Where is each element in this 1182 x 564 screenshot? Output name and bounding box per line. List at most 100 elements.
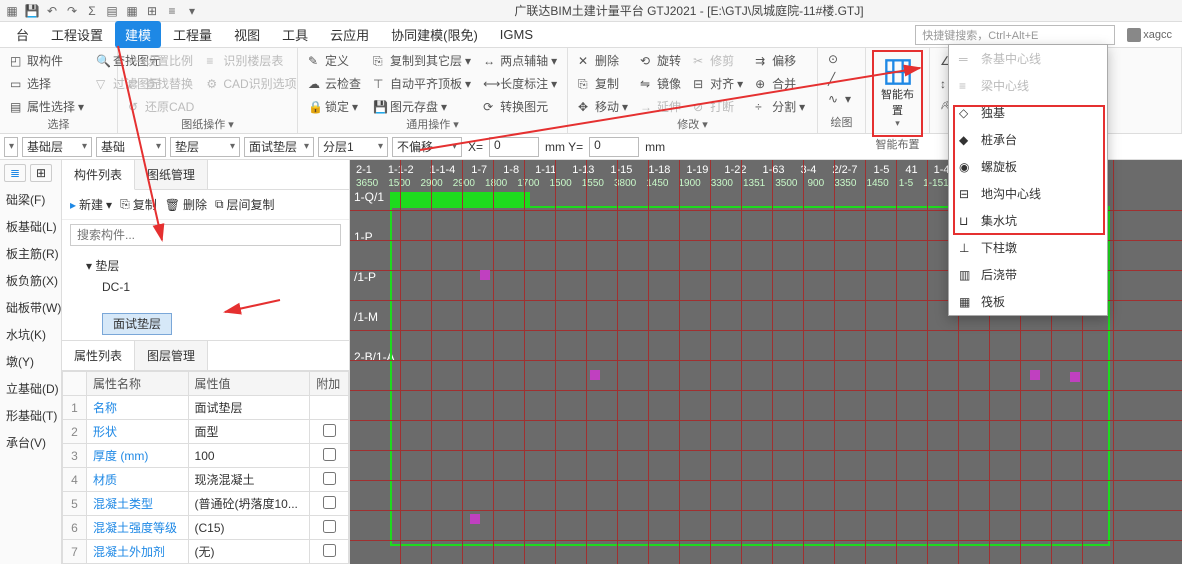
menu-post-cast-strip[interactable]: ▥后浇带: [949, 261, 1107, 288]
category-select[interactable]: 基础▾: [96, 137, 166, 157]
tree-root[interactable]: ▾ 垫层: [70, 254, 341, 277]
prop-name[interactable]: 材质: [87, 468, 189, 492]
menu-spiral-slab[interactable]: ◉螺旋板: [949, 153, 1107, 180]
btn-merge[interactable]: ⊕合并: [751, 73, 809, 94]
x-input[interactable]: 0: [489, 137, 539, 157]
prop-value[interactable]: 面型: [188, 420, 310, 444]
extra-checkbox[interactable]: [323, 472, 336, 485]
layer-select[interactable]: 分层1▾: [318, 137, 388, 157]
btn-pick-component[interactable]: ◰取构件: [6, 50, 88, 71]
btn-length-dim[interactable]: ⟷长度标注 ▾: [479, 73, 561, 94]
btn-delete-component[interactable]: 🗑删除: [165, 196, 207, 213]
menu-raft[interactable]: ▦筏板: [949, 288, 1107, 315]
prop-value[interactable]: (C15): [188, 516, 310, 540]
floor-select[interactable]: 基础层▾: [22, 137, 92, 157]
btn-curve[interactable]: ∿ ▾: [824, 90, 855, 108]
cat-item[interactable]: 板基础(L): [0, 213, 61, 240]
offset-select[interactable]: 不偏移▾: [392, 137, 462, 157]
btn-find-replace[interactable]: ⇄查找替换: [124, 73, 198, 94]
menu-beam-centerline[interactable]: ≡梁中心线: [949, 72, 1107, 99]
menu-trench-centerline[interactable]: ⊟地沟中心线: [949, 180, 1107, 207]
btn-element-save[interactable]: 💾图元存盘 ▾: [369, 96, 475, 117]
cat-item[interactable]: 墩(Y): [0, 348, 61, 375]
qat-icon[interactable]: ▤: [104, 3, 120, 19]
menu-pile-cap[interactable]: ◆桩承台: [949, 126, 1107, 153]
user-badge[interactable]: xagcc: [1127, 28, 1172, 42]
btn-trim[interactable]: ✂修剪: [689, 50, 747, 71]
extra-checkbox[interactable]: [323, 448, 336, 461]
tab-component-list[interactable]: 构件列表: [62, 160, 135, 190]
btn-auto-align-top[interactable]: ⊤自动平齐顶板 ▾: [369, 73, 475, 94]
btn-split[interactable]: ÷分割 ▾: [751, 96, 809, 117]
tab-igms[interactable]: IGMS: [490, 23, 543, 46]
btn-break[interactable]: ⊘打断: [689, 96, 747, 117]
tab-start[interactable]: 台: [6, 21, 39, 48]
btn-align[interactable]: ⊟对齐 ▾: [689, 73, 747, 94]
btn-cloud-check[interactable]: ☁云检查: [304, 73, 365, 94]
btn-line[interactable]: ╱: [824, 70, 855, 88]
cat-item[interactable]: 形基础(T): [0, 402, 61, 429]
tab-layer-mgmt[interactable]: 图层管理: [135, 341, 208, 370]
btn-convert-element[interactable]: ⟳转换图元: [479, 96, 561, 117]
tree-selected[interactable]: 面试垫层: [102, 315, 172, 332]
tab-tools[interactable]: 工具: [272, 21, 318, 48]
btn-set-scale[interactable]: ⟷设置比例: [124, 50, 198, 71]
btn-move[interactable]: ✥移动 ▾: [574, 96, 632, 117]
btn-point[interactable]: ⊙: [824, 50, 855, 68]
extra-checkbox[interactable]: [323, 496, 336, 509]
menu-sump[interactable]: ⊔集水坑: [949, 207, 1107, 234]
component-search-input[interactable]: [70, 224, 341, 246]
btn-new-component[interactable]: ▸新建 ▾: [70, 196, 112, 213]
qat-redo-icon[interactable]: ↷: [64, 3, 80, 19]
type-select[interactable]: 垫层▾: [170, 137, 240, 157]
btn-floor-table[interactable]: ≡识别楼层表: [202, 50, 300, 71]
cat-item[interactable]: 承台(V): [0, 429, 61, 456]
btn-layer-copy[interactable]: ⧉层间复制: [215, 196, 275, 213]
btn-extend[interactable]: →延伸: [636, 96, 685, 117]
tab-collab[interactable]: 协同建模(限免): [381, 21, 488, 48]
prop-value[interactable]: (无): [188, 540, 310, 564]
qat-icon[interactable]: ▦: [4, 3, 20, 19]
prop-name[interactable]: 混凝土类型: [87, 492, 189, 516]
btn-mirror[interactable]: ⇋镜像: [636, 73, 685, 94]
btn-cad-options[interactable]: ⚙CAD识别选项: [202, 73, 300, 94]
btn-copy[interactable]: ⎘复制: [574, 73, 632, 94]
list-view-icon[interactable]: ≣: [4, 164, 26, 182]
prop-name[interactable]: 混凝土外加剂: [87, 540, 189, 564]
cat-item[interactable]: 础梁(F): [0, 186, 61, 213]
menu-isolated-footing[interactable]: ◇独基: [949, 99, 1107, 126]
qat-icon[interactable]: ▦: [124, 3, 140, 19]
prop-name[interactable]: 名称: [87, 396, 189, 420]
grid-view-icon[interactable]: ⊞: [30, 164, 52, 182]
extra-checkbox[interactable]: [323, 544, 336, 557]
btn-copy-to-floor[interactable]: ⎘复制到其它层 ▾: [369, 50, 475, 71]
tab-drawing-mgmt[interactable]: 图纸管理: [135, 160, 208, 189]
cat-item[interactable]: 立基础(D): [0, 375, 61, 402]
btn-offset[interactable]: ⇉偏移: [751, 50, 809, 71]
extra-checkbox[interactable]: [323, 520, 336, 533]
btn-batch-select[interactable]: ▭选择: [6, 73, 88, 94]
extra-checkbox[interactable]: [323, 424, 336, 437]
qat-icon[interactable]: Σ: [84, 3, 100, 19]
cat-item[interactable]: 板负筋(X): [0, 267, 61, 294]
menu-strip-footing-centerline[interactable]: ═条基中心线: [949, 45, 1107, 72]
tab-cloud[interactable]: 云应用: [320, 21, 379, 48]
qat-icon[interactable]: ≡: [164, 3, 180, 19]
tab-view[interactable]: 视图: [224, 21, 270, 48]
qat-icon[interactable]: ▾: [184, 3, 200, 19]
prop-value[interactable]: (普通砼(坍落度10...: [188, 492, 310, 516]
ctx-dropdown[interactable]: ▾: [4, 137, 18, 157]
menu-lower-pier[interactable]: ⊥下柱墩: [949, 234, 1107, 261]
tab-modeling[interactable]: 建模: [115, 21, 161, 48]
y-input[interactable]: 0: [589, 137, 639, 157]
cat-item[interactable]: 板主筋(R): [0, 240, 61, 267]
btn-restore-cad[interactable]: ↺还原CAD: [124, 96, 198, 117]
prop-value[interactable]: 现浇混凝土: [188, 468, 310, 492]
component-select[interactable]: 面试垫层▾: [244, 137, 314, 157]
tab-property-list[interactable]: 属性列表: [62, 341, 135, 370]
btn-two-point-axis[interactable]: ↔两点辅轴 ▾: [479, 50, 561, 71]
cat-item[interactable]: 水坑(K): [0, 321, 61, 348]
tab-quantity[interactable]: 工程量: [163, 21, 222, 48]
btn-delete[interactable]: ✕删除: [574, 50, 632, 71]
btn-smart-layout[interactable]: 智能布置 ▾: [876, 54, 919, 133]
